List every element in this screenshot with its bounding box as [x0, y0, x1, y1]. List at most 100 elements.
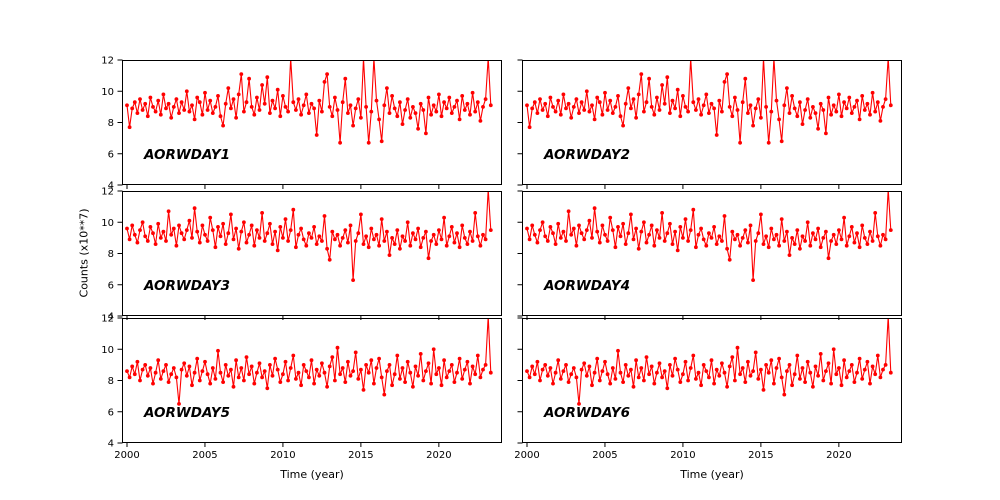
data-point [431, 103, 436, 108]
data-point [470, 364, 475, 369]
data-point [392, 106, 397, 111]
data-point [431, 232, 436, 237]
data-point [616, 94, 620, 98]
data-point [429, 239, 433, 243]
panel-label-aorwday1: AORWDAY1 [143, 147, 230, 163]
data-point [842, 215, 846, 220]
data-point [447, 369, 452, 373]
data-point [881, 105, 885, 109]
data-point [294, 377, 298, 381]
data-point [270, 373, 275, 378]
data-point [140, 108, 145, 112]
data-point [143, 234, 148, 239]
data-point [577, 111, 581, 115]
data-point [283, 217, 288, 221]
data-point [449, 225, 454, 229]
data-point [317, 234, 322, 239]
data-point [434, 372, 439, 377]
data-point [769, 358, 774, 363]
data-point [400, 366, 405, 370]
series-aorwday1 [125, 60, 493, 145]
data-point [709, 101, 714, 106]
data-point [460, 377, 465, 381]
data-point [268, 363, 272, 367]
data-point [766, 370, 771, 375]
data-point [145, 114, 150, 119]
y-tick-label: 6 [108, 407, 114, 418]
data-point [857, 117, 862, 122]
data-point [475, 100, 480, 105]
data-point [761, 242, 766, 246]
data-point [197, 240, 202, 245]
data-point [379, 375, 384, 380]
data-point [434, 242, 439, 246]
panel-aorwday3: 4 6 8 10 12 AORWDAY3 [101, 187, 502, 323]
data-point [532, 100, 537, 105]
data-point [623, 363, 628, 367]
data-point [216, 348, 220, 353]
data-point [156, 221, 161, 226]
x-axis-label-right: Time (year) [680, 468, 744, 481]
data-point [816, 226, 820, 231]
data-point [291, 353, 296, 358]
data-point [566, 209, 571, 214]
data-point [210, 366, 215, 370]
data-point [629, 106, 633, 111]
data-point [468, 112, 472, 117]
data-point [714, 367, 719, 372]
data-point [626, 373, 631, 378]
data-point [226, 86, 231, 90]
data-point [782, 103, 787, 108]
data-point [296, 232, 301, 237]
data-point [800, 122, 805, 126]
data-point [411, 384, 415, 389]
data-point [364, 234, 368, 239]
data-point [452, 240, 457, 245]
data-point [208, 215, 213, 220]
data-point [735, 345, 740, 350]
data-point [182, 237, 187, 242]
data-point [824, 229, 828, 234]
series-aorwday5 [125, 318, 493, 406]
data-point [717, 98, 722, 103]
data-point [860, 223, 865, 228]
axis-ticks [517, 190, 840, 320]
data-point [792, 106, 797, 111]
data-point [229, 367, 233, 372]
data-point [148, 95, 153, 100]
data-point [540, 220, 545, 225]
data-point [691, 207, 696, 212]
data-point [340, 100, 345, 105]
data-point [455, 231, 459, 236]
data-point [647, 372, 651, 377]
data-point [532, 372, 537, 377]
data-point [481, 367, 485, 372]
data-point [696, 97, 701, 101]
data-point [571, 226, 576, 231]
data-point [177, 111, 181, 115]
data-point [231, 237, 236, 242]
data-point [161, 92, 166, 97]
data-point [777, 117, 781, 122]
data-point [418, 352, 423, 356]
data-point [730, 229, 735, 234]
data-point [782, 239, 787, 243]
data-point [400, 122, 405, 126]
data-point [792, 372, 797, 377]
data-point [634, 226, 638, 231]
data-point [364, 105, 368, 109]
axes-frame [122, 60, 502, 185]
data-point [356, 97, 361, 101]
data-point [462, 108, 467, 112]
data-point [722, 80, 727, 84]
data-point [613, 377, 618, 381]
data-point [595, 229, 600, 234]
data-point [257, 236, 262, 240]
data-point [657, 108, 662, 112]
data-point [205, 239, 210, 243]
data-point [260, 211, 264, 215]
data-point [325, 72, 329, 76]
data-point [590, 383, 594, 388]
data-point [821, 236, 826, 240]
data-point [582, 237, 587, 242]
